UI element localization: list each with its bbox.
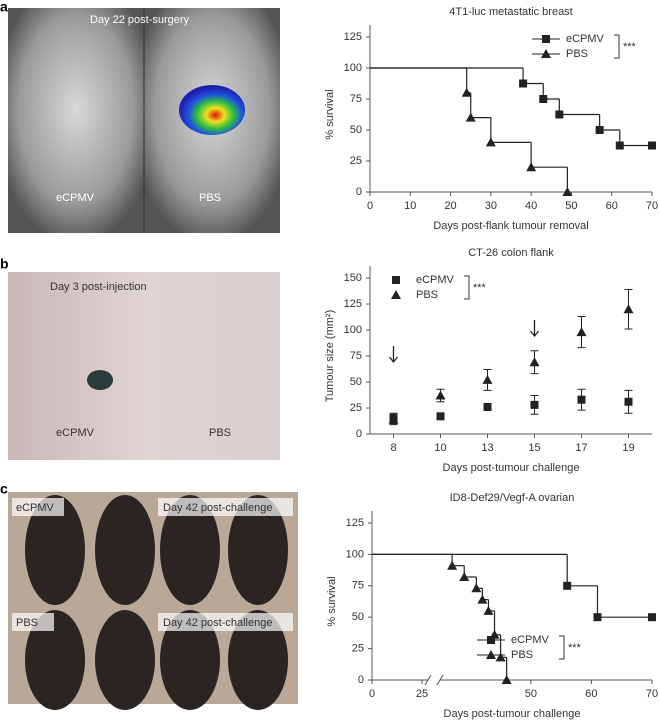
y-tick-label: 100 — [344, 62, 362, 74]
marker — [542, 35, 550, 43]
marker — [482, 374, 493, 384]
marker — [623, 304, 634, 314]
marker — [530, 400, 539, 409]
x-tick-label: 0 — [369, 688, 375, 700]
y-tick-label: 0 — [356, 428, 362, 440]
marker — [577, 395, 586, 404]
x-axis-label: Days post-flank tumour removal — [433, 220, 588, 232]
x-tick-label: 40 — [525, 200, 537, 212]
x-tick-label: 70 — [646, 688, 658, 700]
marker — [648, 141, 656, 150]
x-tick-label: 70 — [646, 200, 658, 212]
legend-label: eCPMV — [416, 274, 455, 286]
y-tick-label: 75 — [350, 350, 362, 362]
x-tick-label: 50 — [525, 688, 537, 700]
y-tick-label: 0 — [356, 186, 362, 198]
y-tick-label: 75 — [352, 580, 364, 592]
x-tick-label: 19 — [622, 442, 634, 454]
photo-label: eCPMV — [56, 427, 95, 439]
legend-bracket — [614, 34, 620, 59]
x-tick-label: 10 — [404, 200, 416, 212]
marker — [529, 357, 540, 367]
marker — [388, 414, 399, 424]
annotation: *** — [568, 642, 582, 654]
photo-label: PBS — [199, 192, 221, 204]
x-tick-label: 0 — [367, 200, 373, 212]
marker — [392, 276, 400, 284]
injection-arrow — [529, 320, 540, 338]
marker — [486, 650, 496, 659]
chart-title: ID8-Def29/Vegf-A ovarian — [450, 492, 575, 504]
y-tick-label: 0 — [358, 674, 364, 686]
legend-label: PBS — [511, 649, 533, 661]
y-tick-label: 50 — [350, 124, 362, 136]
legend-label: PBS — [566, 48, 588, 60]
y-tick-label: 25 — [350, 402, 362, 414]
y-tick-label: 100 — [344, 324, 362, 336]
marker — [436, 412, 445, 421]
panel-letter: a — [0, 0, 8, 15]
photo-label: Day 22 post-surgery — [90, 14, 190, 26]
marker — [624, 397, 633, 406]
y-tick-label: 150 — [344, 272, 362, 284]
x-tick-label: 60 — [585, 688, 597, 700]
y-axis-label: % survival — [324, 89, 336, 139]
photo-label: eCPMV — [56, 192, 95, 204]
photo-b — [8, 272, 280, 460]
photo-label: PBS — [209, 427, 231, 439]
photo-label: Day 42 post-challenge — [163, 502, 272, 514]
annotation: *** — [473, 282, 487, 294]
legend-label: eCPMV — [566, 33, 605, 45]
photo-a — [8, 8, 280, 233]
x-tick-label: 10 — [434, 442, 446, 454]
panel-letter: b — [0, 256, 9, 272]
y-axis-label: Tumour size (mm²) — [324, 310, 336, 402]
marker — [501, 675, 512, 684]
y-axis-label: % survival — [326, 576, 338, 626]
photo-label: Day 42 post-challenge — [163, 617, 272, 629]
photo-c — [8, 492, 298, 710]
x-tick-label: 15 — [528, 442, 540, 454]
x-tick-label: 13 — [481, 442, 493, 454]
marker — [435, 390, 446, 400]
y-tick-label: 50 — [350, 376, 362, 388]
y-tick-label: 100 — [346, 548, 364, 560]
photo-label: PBS — [16, 617, 38, 629]
x-tick-label: 20 — [444, 200, 456, 212]
injection-arrow — [388, 346, 399, 364]
y-tick-label: 25 — [352, 643, 364, 655]
y-tick-label: 125 — [346, 517, 364, 529]
y-tick-label: 75 — [350, 93, 362, 105]
x-tick-label: 30 — [485, 200, 497, 212]
legend-label: eCPMV — [511, 634, 550, 646]
x-axis-label: Days post-tumour challenge — [444, 708, 581, 720]
chart-title: 4T1-luc metastatic breast — [449, 6, 573, 18]
x-tick-label: 50 — [565, 200, 577, 212]
y-tick-label: 125 — [344, 31, 362, 43]
legend-bracket — [464, 275, 470, 300]
y-tick-label: 50 — [352, 611, 364, 623]
x-tick-label: 60 — [606, 200, 618, 212]
legend-bracket — [559, 635, 565, 660]
marker — [576, 327, 587, 337]
legend-label: PBS — [416, 289, 438, 301]
panel-letter: c — [0, 481, 8, 497]
marker — [487, 636, 495, 644]
marker — [391, 290, 401, 299]
x-tick-label: 17 — [575, 442, 587, 454]
photo-label: Day 3 post-injection — [50, 281, 147, 293]
photo-label: eCPMV — [16, 502, 55, 514]
chart-title: CT-26 colon flank — [468, 247, 554, 259]
marker — [648, 613, 656, 622]
x-tick-label: 8 — [390, 442, 396, 454]
marker — [483, 402, 492, 411]
annotation: *** — [623, 41, 637, 53]
y-tick-label: 25 — [350, 155, 362, 167]
marker — [541, 49, 551, 58]
y-tick-label: 125 — [344, 298, 362, 310]
marker — [562, 187, 573, 196]
x-axis-label: Days post-tumour challenge — [443, 462, 580, 474]
x-tick-label: 25 — [416, 688, 428, 700]
